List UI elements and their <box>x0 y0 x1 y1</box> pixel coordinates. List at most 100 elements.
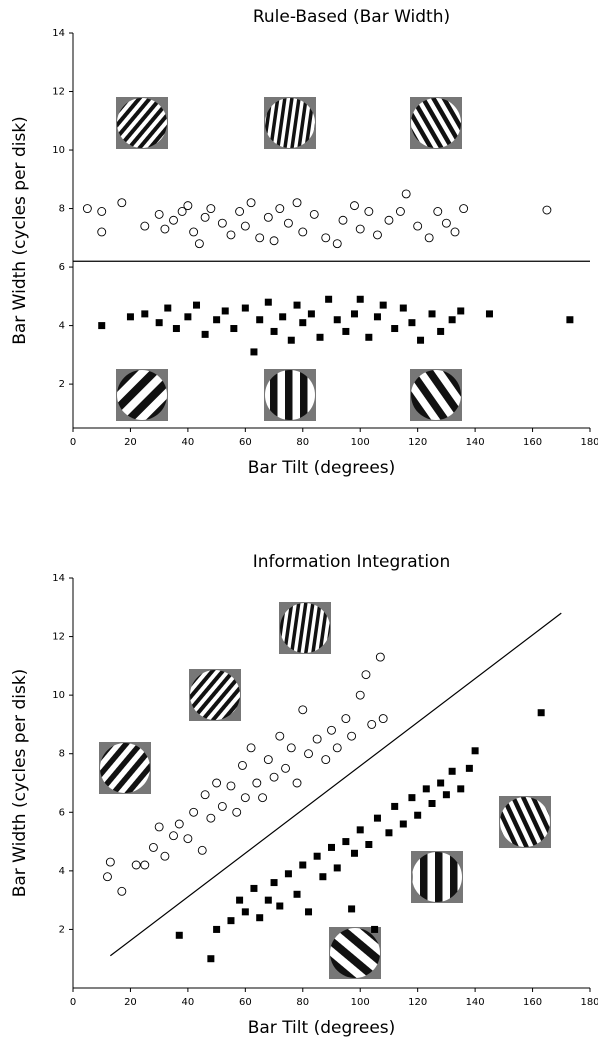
point <box>428 310 436 318</box>
point <box>197 845 207 855</box>
point <box>414 811 422 819</box>
point <box>264 298 272 306</box>
point <box>241 908 249 916</box>
point <box>309 209 319 219</box>
x-tick-label: 140 <box>466 997 485 1008</box>
x-tick-label: 20 <box>124 997 137 1008</box>
point <box>361 670 371 680</box>
point <box>175 931 183 939</box>
x-tick-label: 140 <box>466 437 485 448</box>
point <box>350 849 358 857</box>
point <box>154 822 164 832</box>
point <box>126 313 134 321</box>
point <box>465 764 473 772</box>
point <box>293 301 301 309</box>
point <box>342 327 350 335</box>
x-tick-label: 40 <box>182 437 195 448</box>
point <box>212 778 222 788</box>
x-tick-label: 180 <box>580 997 598 1008</box>
point <box>399 820 407 828</box>
point <box>327 725 336 735</box>
x-tick-label: 20 <box>124 437 137 448</box>
point <box>375 652 385 662</box>
point <box>332 239 342 249</box>
y-tick-label: 6 <box>59 807 65 818</box>
chart-title: Information Integration <box>253 552 450 572</box>
point <box>319 873 327 881</box>
y-axis-label: Bar Width (cycles per disk) <box>10 116 30 345</box>
point <box>299 319 307 327</box>
point <box>217 801 227 811</box>
point <box>333 864 341 872</box>
point <box>226 230 236 240</box>
point <box>292 198 302 208</box>
point <box>441 218 451 228</box>
y-tick-label: 12 <box>52 632 65 643</box>
point <box>342 838 350 846</box>
point <box>313 852 321 860</box>
point <box>298 705 308 715</box>
point <box>281 763 290 773</box>
point <box>270 879 278 887</box>
x-tick-label: 160 <box>523 437 542 448</box>
point <box>275 731 285 741</box>
point <box>160 851 170 861</box>
x-tick-label: 60 <box>239 437 252 448</box>
y-tick-label: 8 <box>59 204 65 215</box>
point <box>235 207 245 216</box>
point <box>385 829 393 837</box>
point <box>373 230 382 240</box>
point <box>485 310 493 318</box>
y-tick-label: 14 <box>52 28 65 39</box>
point <box>356 826 364 834</box>
point <box>333 316 341 324</box>
y-tick-label: 12 <box>52 87 65 98</box>
point <box>97 207 107 216</box>
point <box>457 785 465 793</box>
point <box>256 316 264 324</box>
point <box>471 747 479 755</box>
point <box>164 304 172 312</box>
point <box>379 301 387 309</box>
point <box>97 227 107 237</box>
point <box>256 914 264 922</box>
point <box>169 831 178 841</box>
point <box>428 800 436 807</box>
y-axis-label: Bar Width (cycles per disk) <box>10 669 30 898</box>
point <box>240 793 250 803</box>
point <box>226 781 236 791</box>
point <box>255 233 265 243</box>
point <box>263 755 273 765</box>
x-tick-label: 0 <box>70 997 76 1008</box>
point <box>365 841 373 848</box>
point <box>305 908 313 916</box>
x-tick-label: 80 <box>296 437 309 448</box>
point <box>348 905 356 913</box>
point <box>284 870 292 878</box>
y-tick-label: 2 <box>59 379 65 390</box>
x-tick-label: 0 <box>70 437 76 448</box>
point <box>371 925 379 933</box>
stimulus-patches <box>99 97 551 979</box>
point <box>293 890 301 898</box>
point <box>566 316 574 324</box>
point <box>269 236 279 246</box>
point <box>408 794 416 802</box>
x-tick-label: 160 <box>523 997 542 1008</box>
point <box>537 709 545 717</box>
point <box>140 221 150 231</box>
y-tick-label: 4 <box>59 866 65 877</box>
point <box>422 785 430 793</box>
x-tick-label: 100 <box>351 437 370 448</box>
point <box>206 204 216 214</box>
x-tick-label: 120 <box>408 997 427 1008</box>
y-tick-label: 2 <box>59 924 65 935</box>
point <box>413 221 423 231</box>
point <box>373 313 381 321</box>
point <box>117 886 127 896</box>
x-tick-label: 80 <box>296 997 309 1008</box>
point <box>269 772 279 782</box>
point <box>250 348 258 356</box>
y-tick-label: 14 <box>52 573 65 584</box>
